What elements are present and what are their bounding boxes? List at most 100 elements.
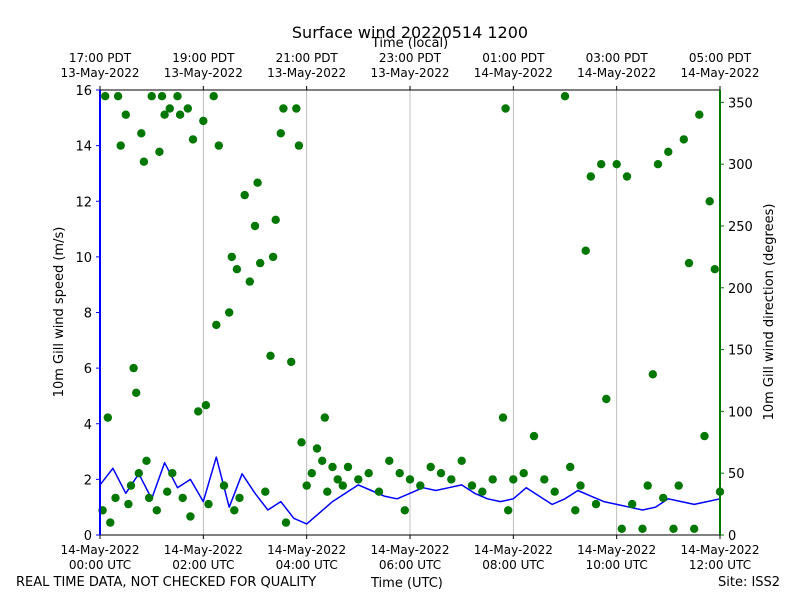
direction-point — [297, 438, 306, 447]
top-tick-time: 21:00 PDT — [276, 51, 339, 65]
direction-point — [405, 475, 415, 484]
direction-point — [674, 481, 683, 490]
direction-point — [106, 518, 115, 527]
direction-point — [550, 487, 559, 496]
direction-point — [281, 518, 291, 527]
direction-point — [643, 481, 652, 490]
direction-point — [232, 265, 242, 274]
direction-point — [129, 363, 138, 373]
x-tick-date: 14-May-2022 — [474, 543, 553, 557]
direction-point — [519, 469, 528, 478]
direction-point — [653, 160, 663, 169]
direction-point — [684, 258, 694, 268]
right-tick-label: 100 — [728, 405, 753, 420]
left-tick-label: 2 — [84, 473, 92, 488]
direction-point — [175, 110, 185, 119]
top-tick-date: 14-May-2022 — [474, 66, 553, 80]
x-tick-date: 14-May-2022 — [164, 543, 243, 557]
right-tick-label: 300 — [728, 158, 753, 173]
left-tick-label: 14 — [75, 140, 92, 155]
direction-point — [328, 462, 337, 472]
direction-point — [271, 215, 280, 224]
left-tick-label: 0 — [84, 529, 92, 544]
top-tick-date: 13-May-2022 — [370, 66, 449, 80]
direction-point — [134, 469, 143, 478]
direction-point — [111, 493, 120, 503]
top-axis-label: Time (local) — [371, 36, 448, 51]
direction-point — [320, 413, 329, 422]
left-axis-label: 10m Gill wind speed (m/s) — [52, 227, 67, 398]
direction-point — [597, 160, 606, 169]
x-tick-time: 06:00 UTC — [379, 558, 441, 572]
direction-point — [700, 431, 709, 441]
top-tick-time: 19:00 PDT — [172, 51, 235, 65]
direction-point — [240, 190, 249, 200]
direction-point — [292, 104, 301, 113]
chart-title: Surface wind 20220514 1200 — [292, 23, 528, 42]
direction-point — [586, 172, 595, 181]
direction-point — [209, 92, 218, 101]
speed-series — [99, 456, 721, 525]
direction-point — [126, 481, 136, 490]
left-tick-label: 4 — [84, 418, 92, 433]
direction-point — [201, 401, 211, 410]
site-label: Site: ISS2 — [718, 575, 781, 590]
direction-point — [165, 104, 174, 113]
top-tick-time: 03:00 PDT — [586, 51, 649, 65]
direction-point — [139, 157, 149, 166]
speed-line — [99, 456, 721, 525]
direction-point — [628, 499, 637, 509]
direction-point — [256, 258, 265, 268]
direction-point — [354, 475, 363, 484]
direction-point — [612, 160, 621, 169]
direction-point — [227, 252, 236, 262]
top-tick-date: 13-May-2022 — [164, 66, 243, 80]
direction-point — [163, 487, 172, 496]
direction-point — [178, 493, 187, 503]
direction-point — [504, 506, 513, 515]
direction-point — [436, 469, 446, 478]
top-tick-date: 13-May-2022 — [60, 66, 139, 80]
direction-point — [695, 110, 704, 119]
right-tick-label: 200 — [728, 282, 753, 297]
direction-point — [560, 92, 570, 101]
direction-point — [199, 116, 208, 126]
direction-point — [214, 141, 223, 150]
direction-point — [219, 481, 229, 490]
x-tick-date: 14-May-2022 — [267, 543, 346, 557]
direction-point — [276, 129, 285, 138]
direction-point — [152, 506, 161, 515]
x-axis-label: Time (UTC) — [371, 576, 443, 591]
direction-point — [113, 92, 123, 101]
direction-point — [540, 475, 549, 484]
direction-point — [183, 104, 192, 113]
direction-point — [250, 221, 260, 231]
direction-point — [617, 524, 626, 533]
direction-point — [121, 110, 130, 119]
direction-point — [225, 308, 234, 317]
direction-point — [245, 277, 254, 286]
direction-point — [101, 92, 110, 101]
direction-point — [103, 413, 113, 422]
direction-point — [333, 475, 342, 484]
left-tick-label: 12 — [75, 195, 92, 210]
direction-point — [659, 493, 668, 503]
direction-point — [501, 104, 510, 113]
x-tick-date: 14-May-2022 — [680, 543, 759, 557]
direction-point — [124, 499, 133, 509]
direction-point — [467, 481, 477, 490]
direction-point — [142, 456, 151, 465]
right-tick-label: 50 — [728, 467, 745, 482]
direction-point — [253, 178, 262, 187]
direction-point — [622, 172, 632, 181]
direction-point — [287, 357, 296, 367]
direction-point — [690, 524, 699, 533]
direction-point — [173, 92, 182, 101]
direction-point — [186, 512, 195, 521]
right-tick-label: 0 — [728, 529, 736, 544]
right-tick-label: 250 — [728, 220, 753, 235]
direction-point — [664, 147, 673, 156]
x-tick-date: 14-May-2022 — [370, 543, 449, 557]
direction-point — [266, 351, 275, 360]
